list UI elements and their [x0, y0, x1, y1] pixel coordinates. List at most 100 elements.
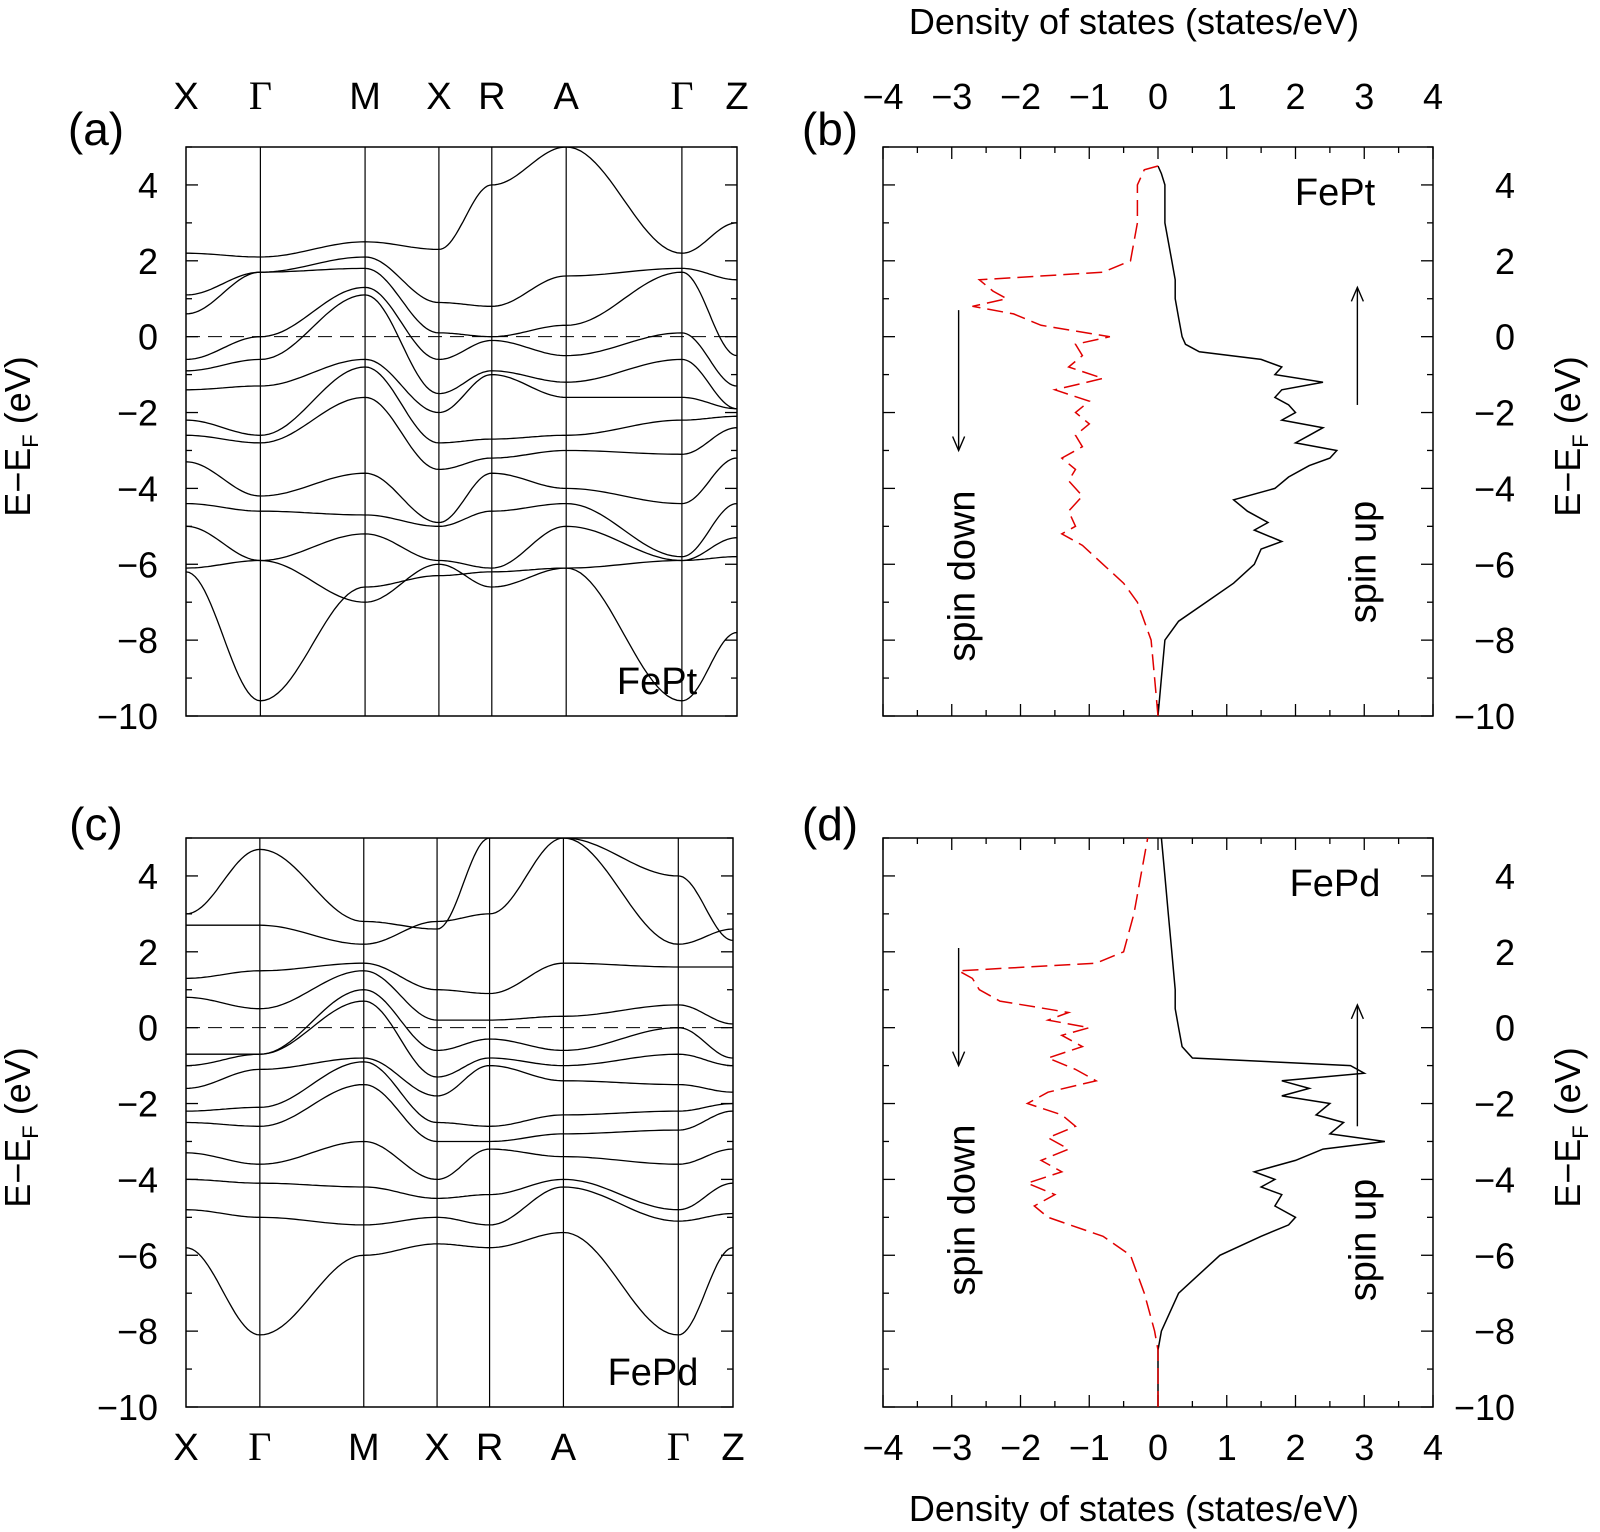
bands — [186, 838, 733, 1336]
spin-up-arrow — [1350, 285, 1365, 405]
y-tick-label: −2 — [1474, 393, 1515, 434]
y-tick-label: 0 — [138, 1008, 158, 1049]
y-tick-label: −8 — [1474, 620, 1515, 661]
y-tick-label: 0 — [138, 317, 158, 358]
y-axis-title: E−EF (eV) — [0, 356, 43, 517]
kpoint-label: M — [348, 1427, 380, 1469]
band-line-11 — [186, 267, 737, 357]
spin-up-dos-line — [1157, 165, 1339, 717]
panel-letter: (b) — [802, 103, 858, 155]
band-line-10 — [186, 970, 733, 1025]
spin-down-dos-line — [972, 165, 1159, 717]
spin-down-arrow-head — [951, 1051, 966, 1068]
x-tick-label: 3 — [1354, 76, 1374, 117]
band-line-2 — [186, 1186, 733, 1226]
y-axis-title: E−EF (eV) — [1547, 356, 1593, 517]
x-tick-label: −2 — [1000, 1427, 1041, 1468]
y-tick-label: −2 — [1474, 1084, 1515, 1125]
x-tick-label: 4 — [1423, 76, 1443, 117]
plot-frame — [882, 837, 1434, 1408]
y-tick-label: −4 — [1474, 1159, 1515, 1200]
x-tick-label: −2 — [1000, 76, 1041, 117]
band-line-6 — [186, 396, 737, 471]
band-line-9 — [186, 989, 733, 1059]
y-axis-title-sub: F — [1568, 434, 1593, 447]
band-line-3 — [186, 1178, 733, 1211]
y-axis-title-main: E−E — [0, 448, 38, 517]
spin-up-arrow-head — [1350, 1003, 1365, 1020]
y-axis-title-main: E−E — [1547, 1139, 1588, 1208]
top-axis-title: Density of states (states/eV) — [909, 1, 1359, 42]
y-axis-title: E−EF (eV) — [1547, 1047, 1593, 1208]
y-tick-label: −8 — [117, 1311, 158, 1352]
y-tick-label: −2 — [117, 393, 158, 434]
kpoint-label: X — [173, 76, 198, 118]
band-line-13 — [186, 838, 733, 942]
y-tick-label: −8 — [117, 620, 158, 661]
band-line-10 — [186, 286, 737, 387]
y-tick-label: 2 — [1495, 932, 1515, 973]
band-line-4 — [186, 502, 737, 558]
band-line-3 — [186, 525, 737, 569]
kpoint-label: Γ — [249, 73, 272, 118]
spin-up-arrow-head — [1350, 285, 1365, 302]
y-axis-title: E−EF (eV) — [0, 1047, 43, 1208]
band-line-7 — [186, 1057, 733, 1097]
band-line-1 — [186, 1231, 733, 1336]
kpoint-label: M — [349, 76, 381, 118]
material-label: FePd — [608, 1352, 699, 1394]
y-tick-label: 0 — [1495, 1008, 1515, 1049]
material-label: FePd — [1290, 863, 1381, 905]
x-tick-label: 0 — [1148, 1427, 1168, 1468]
x-tick-label: 2 — [1285, 76, 1305, 117]
bands — [186, 147, 737, 702]
y-tick-label: −6 — [1474, 1235, 1515, 1276]
y-axis-title-sub: F — [1568, 1125, 1593, 1138]
band-line-13 — [186, 147, 737, 258]
kpoint-label: X — [424, 1427, 449, 1469]
x-tick-label: −3 — [931, 76, 972, 117]
y-axis-title-unit: (eV) — [0, 356, 38, 434]
x-tick-label: −4 — [862, 1427, 903, 1468]
x-tick-label: 2 — [1285, 1427, 1305, 1468]
y-tick-label: −10 — [1454, 696, 1515, 737]
y-tick-label: 2 — [1495, 241, 1515, 282]
panel-letter: (a) — [68, 103, 124, 155]
spin-up-dos-line — [1157, 837, 1386, 1407]
y-tick-label: −2 — [117, 1084, 158, 1125]
y-axis-title-unit: (eV) — [1547, 356, 1588, 434]
kpoint-label: Z — [725, 76, 748, 118]
y-tick-label: −10 — [1454, 1387, 1515, 1428]
y-tick-label: 0 — [1495, 317, 1515, 358]
kpoint-label: Γ — [670, 73, 693, 118]
x-tick-label: −3 — [931, 1427, 972, 1468]
y-tick-label: −8 — [1474, 1311, 1515, 1352]
kpoint-label: Γ — [667, 1424, 690, 1469]
spin-down-arrow — [951, 310, 966, 453]
band-line-5 — [186, 1083, 733, 1143]
y-tick-label: 2 — [138, 241, 158, 282]
kpoint-label: R — [478, 76, 505, 118]
y-axis-title-unit: (eV) — [0, 1047, 38, 1125]
x-tick-label: −1 — [1069, 76, 1110, 117]
band-line-6 — [186, 1061, 733, 1127]
panel-letter: (c) — [69, 798, 123, 850]
kpoint-label: Γ — [248, 1424, 271, 1469]
spin-up-arrow — [1350, 1003, 1365, 1127]
y-tick-label: 4 — [138, 856, 158, 897]
band-line-7 — [186, 366, 737, 444]
x-tick-label: 1 — [1217, 1427, 1237, 1468]
x-tick-label: −1 — [1069, 1427, 1110, 1468]
material-label: FePt — [1295, 172, 1376, 214]
band-line-9 — [186, 294, 737, 410]
kpoint-label: Z — [721, 1427, 744, 1469]
y-tick-label: 4 — [1495, 165, 1515, 206]
panel-letter: (d) — [802, 798, 858, 850]
spin-down-label: spin down — [942, 490, 984, 661]
y-tick-label: −4 — [117, 1159, 158, 1200]
band-line-8 — [186, 358, 737, 414]
spin-up-label: spin up — [1342, 1179, 1384, 1302]
